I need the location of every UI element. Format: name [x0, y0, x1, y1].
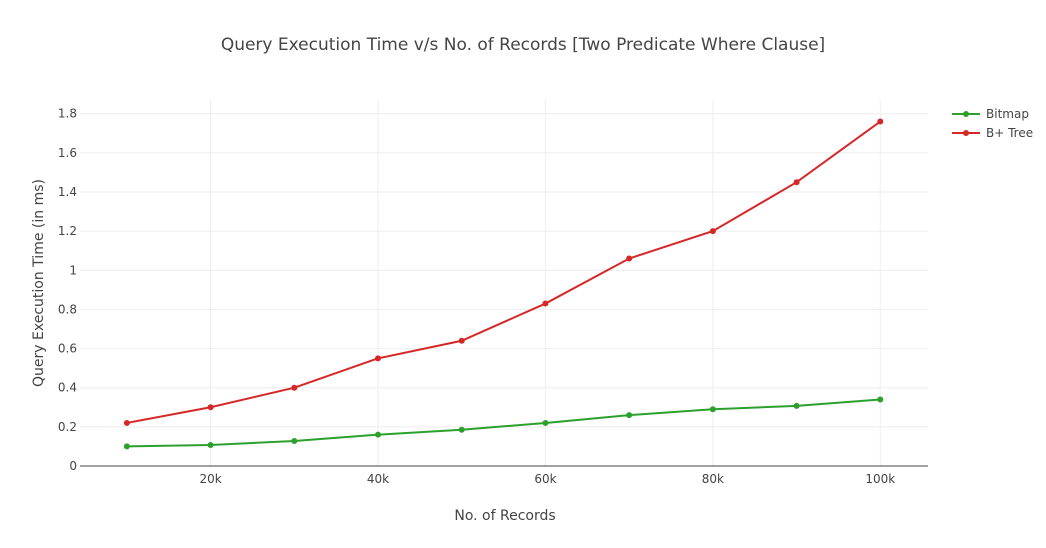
y-tick-label: 1	[69, 263, 77, 277]
legend-marker	[963, 111, 969, 117]
gridlines	[80, 100, 928, 466]
series-line-b-tree	[126, 120, 881, 424]
legend-marker	[963, 130, 969, 136]
data-point	[291, 437, 298, 444]
series-lines	[123, 118, 884, 450]
legend-label: Bitmap	[986, 107, 1029, 121]
y-tick-label: 0.2	[58, 420, 77, 434]
data-point	[626, 255, 633, 262]
data-point	[458, 337, 465, 344]
data-point	[709, 406, 716, 413]
y-tick-label: 1.2	[58, 224, 77, 238]
axes: 20k 40k 60k 80k 100k 0 0.2 0.4 0.6 0.8 1 1.2 1.4 1.6 1…	[58, 107, 928, 486]
y-tick-label: 0.6	[58, 342, 77, 356]
data-point	[375, 355, 382, 362]
legend-label: B+ Tree	[986, 126, 1033, 140]
y-tick-label: 1.4	[58, 185, 77, 199]
legend: Bitmap B+ Tree	[952, 107, 1033, 140]
x-tick-label: 20k	[199, 472, 221, 486]
x-axis-label: No. of Records	[454, 508, 555, 524]
data-point	[207, 442, 214, 449]
data-point	[375, 431, 382, 438]
data-point	[458, 426, 465, 433]
data-point	[793, 179, 800, 186]
x-tick-label: 80k	[702, 472, 724, 486]
y-tick-label: 1.8	[58, 107, 77, 121]
y-axis-label: Query Execution Time (in ms)	[31, 179, 47, 387]
y-tick-label: 0.4	[58, 381, 77, 395]
chart-title: Query Execution Time v/s No. of Records …	[221, 35, 825, 55]
y-tick-label: 0.8	[58, 302, 77, 316]
x-tick-label: 60k	[534, 472, 556, 486]
data-point	[877, 118, 884, 125]
data-point	[123, 419, 130, 426]
y-tick-label: 1.6	[58, 146, 77, 160]
data-point	[709, 228, 716, 235]
data-point	[207, 404, 214, 411]
data-point	[877, 396, 884, 403]
data-point	[626, 412, 633, 419]
series-line-bitmap	[126, 398, 881, 448]
x-tick-label: 40k	[367, 472, 389, 486]
x-tick-label: 100k	[865, 472, 895, 486]
y-tick-label: 0	[69, 459, 77, 473]
data-point	[793, 402, 800, 409]
data-point	[291, 384, 298, 391]
data-point	[542, 300, 549, 307]
data-point	[542, 419, 549, 426]
data-point	[123, 443, 130, 450]
